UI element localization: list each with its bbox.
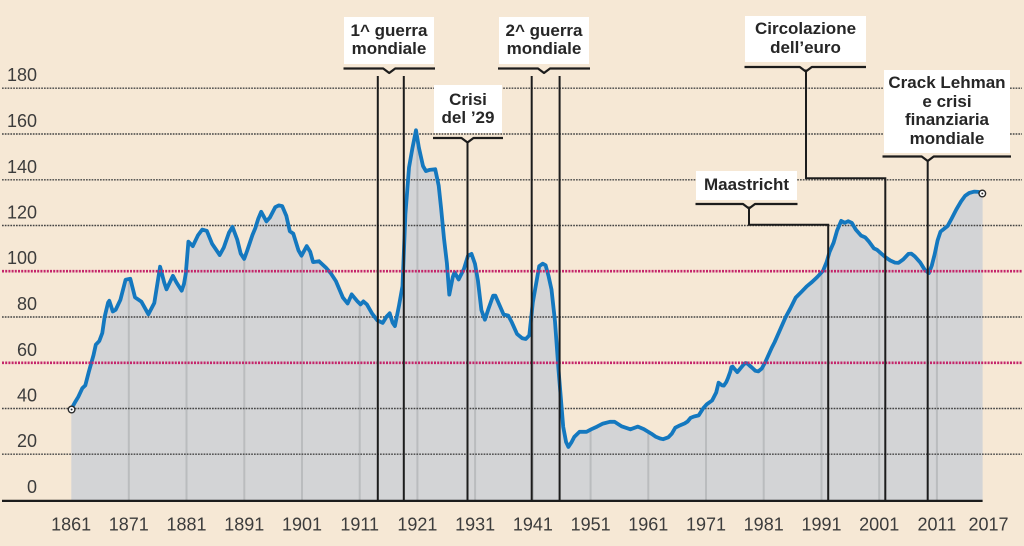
svg-text:1901: 1901 (282, 515, 322, 535)
svg-text:1911: 1911 (340, 515, 379, 535)
svg-text:60: 60 (17, 340, 37, 360)
svg-text:2017: 2017 (968, 515, 1008, 535)
svg-text:1881: 1881 (166, 515, 206, 535)
svg-text:1961: 1961 (628, 515, 668, 535)
svg-text:160: 160 (7, 111, 37, 131)
svg-text:1871: 1871 (109, 515, 149, 535)
svg-text:140: 140 (7, 157, 37, 177)
svg-text:40: 40 (17, 386, 37, 406)
svg-text:1951: 1951 (571, 515, 611, 535)
svg-text:1991: 1991 (801, 515, 841, 535)
svg-text:20: 20 (17, 431, 37, 451)
svg-text:1981: 1981 (744, 515, 784, 535)
svg-text:1941: 1941 (513, 515, 553, 535)
svg-text:2011: 2011 (918, 515, 957, 535)
svg-text:180: 180 (7, 65, 37, 85)
svg-text:100: 100 (7, 248, 37, 268)
svg-text:1931: 1931 (455, 515, 495, 535)
svg-text:80: 80 (17, 294, 37, 314)
svg-text:120: 120 (7, 203, 37, 223)
svg-text:0: 0 (27, 477, 37, 497)
svg-text:1861: 1861 (51, 515, 91, 535)
svg-text:2001: 2001 (859, 515, 899, 535)
svg-text:1921: 1921 (397, 515, 437, 535)
svg-text:1971: 1971 (686, 515, 726, 535)
svg-text:1891: 1891 (224, 515, 264, 535)
